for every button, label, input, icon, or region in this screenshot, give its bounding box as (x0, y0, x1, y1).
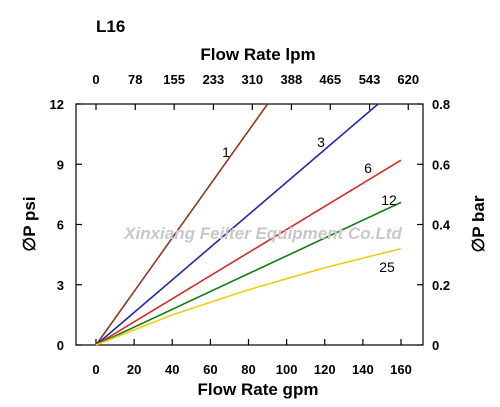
top-tick-label: 0 (92, 72, 99, 87)
top-tick-label: 543 (359, 72, 381, 87)
bottom-tick-label: 0 (92, 362, 99, 377)
bottom-tick-label: 40 (165, 362, 179, 377)
top-tick-label: 388 (281, 72, 303, 87)
bottom-tick-label: 160 (390, 362, 412, 377)
watermark-text: Xinxiang Feilter Equipment Co.Ltd (123, 224, 402, 243)
top-tick-label: 233 (203, 72, 225, 87)
left-tick-label: 12 (50, 97, 64, 112)
left-tick-label: 6 (57, 218, 64, 233)
top-tick-label: 465 (319, 72, 341, 87)
right-tick-label: 0.2 (432, 278, 450, 293)
right-tick-label: 0.6 (432, 157, 450, 172)
bottom-tick-label: 140 (352, 362, 374, 377)
series-group (95, 103, 402, 346)
curve-labels: 1 3 6 12 25 (222, 134, 397, 275)
right-tick-label: 0.4 (432, 218, 451, 233)
series-line-12 (95, 201, 402, 346)
series-label-25: 25 (379, 259, 395, 275)
bottom-tick-label: 100 (276, 362, 298, 377)
series-line-1 (95, 103, 269, 346)
top-axis-ticks: 0 78 155 233 310 388 465 543 620 (92, 72, 419, 110)
top-tick-label: 78 (128, 72, 142, 87)
left-tick-label: 0 (57, 338, 64, 353)
right-axis-title: ∅P bar (469, 195, 488, 252)
series-label-12: 12 (381, 192, 397, 208)
series-line-3 (95, 103, 379, 346)
left-axis-ticks: 0 3 6 9 12 (50, 97, 82, 353)
left-axis-title: ∅P psi (20, 196, 39, 251)
bottom-axis-title: Flow Rate gpm (198, 380, 319, 399)
right-tick-label: 0.8 (432, 97, 450, 112)
series-label-3: 3 (317, 134, 325, 150)
series-label-1: 1 (222, 144, 230, 160)
bottom-tick-label: 120 (314, 362, 336, 377)
bottom-tick-label: 60 (203, 362, 217, 377)
series-line-6 (95, 159, 402, 346)
top-axis-title: Flow Rate lpm (200, 45, 315, 64)
bottom-tick-label: 20 (127, 362, 141, 377)
model-label: L16 (96, 17, 125, 36)
left-tick-label: 3 (57, 278, 64, 293)
bottom-tick-label: 80 (241, 362, 255, 377)
top-tick-label: 155 (163, 72, 185, 87)
top-tick-label: 620 (397, 72, 419, 87)
right-tick-label: 0 (432, 338, 439, 353)
plot-frame (75, 103, 424, 346)
right-axis-ticks: 0 0.2 0.4 0.6 0.8 (417, 97, 451, 353)
series-label-6: 6 (364, 160, 372, 176)
bottom-axis-ticks: 0 20 40 60 80 100 120 140 160 (92, 339, 412, 377)
series-line-25 (95, 247, 402, 346)
top-tick-label: 310 (241, 72, 263, 87)
left-tick-label: 9 (57, 157, 64, 172)
